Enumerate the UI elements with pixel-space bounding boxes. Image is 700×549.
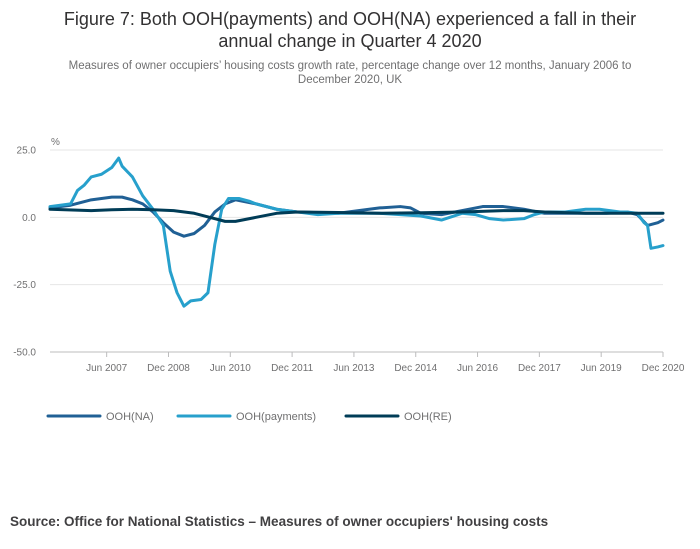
axes: 25.0 0.0 -25.0 -50.0% Jun 2007 Dec 2008 Jun 20… <box>13 137 685 374</box>
legend-label: OOH(NA) <box>106 411 154 423</box>
chart-subtitle-line-2: December 2020, UK <box>297 74 403 86</box>
gridlines <box>50 149 663 353</box>
legend: OOH(NA) OOH(payments) OOH(RE) <box>46 411 452 423</box>
chart-title: Figure 7: Both OOH(payments) and OOH(NA)… <box>0 8 700 52</box>
chart-title-line-2: annual change in Quarter 4 2020 <box>218 31 482 51</box>
x-tick-label: Dec 2017 <box>518 363 561 374</box>
series-line-ooh-na <box>48 195 665 238</box>
series-line-ooh-payments <box>48 156 665 308</box>
x-tick-label: Jun 2019 <box>581 363 623 374</box>
y-tick-label: 25.0 <box>17 146 37 157</box>
series-lines <box>48 156 665 308</box>
x-tick-label: Dec 2011 <box>271 363 314 374</box>
y-axis-label: % <box>51 137 60 148</box>
x-tick-label: Jun 2010 <box>210 363 252 374</box>
series-line-ooh-re <box>48 207 665 223</box>
x-tick-label: Jun 2013 <box>333 363 375 374</box>
y-tick-label: -50.0 <box>13 348 36 359</box>
source-note: Source: Office for National Statistics –… <box>10 514 549 529</box>
legend-label: OOH(RE) <box>404 411 452 423</box>
x-tick-label: Dec 2020 <box>642 363 685 374</box>
y-tick-label: -25.0 <box>13 280 36 291</box>
chart-subtitle-line-1: Measures of owner occupiers’ housing cos… <box>68 60 632 72</box>
x-tick-label: Dec 2014 <box>394 363 437 374</box>
chart-subtitle: Measures of owner occupiers’ housing cos… <box>30 59 670 87</box>
y-tick-label: 0.0 <box>22 213 36 224</box>
x-tick-label: Dec 2008 <box>147 363 190 374</box>
chart-title-line-1: Figure 7: Both OOH(payments) and OOH(NA)… <box>63 9 637 29</box>
x-tick-label: Jun 2007 <box>86 363 128 374</box>
x-tick-label: Jun 2016 <box>457 363 499 374</box>
legend-label: OOH(payments) <box>236 411 316 423</box>
